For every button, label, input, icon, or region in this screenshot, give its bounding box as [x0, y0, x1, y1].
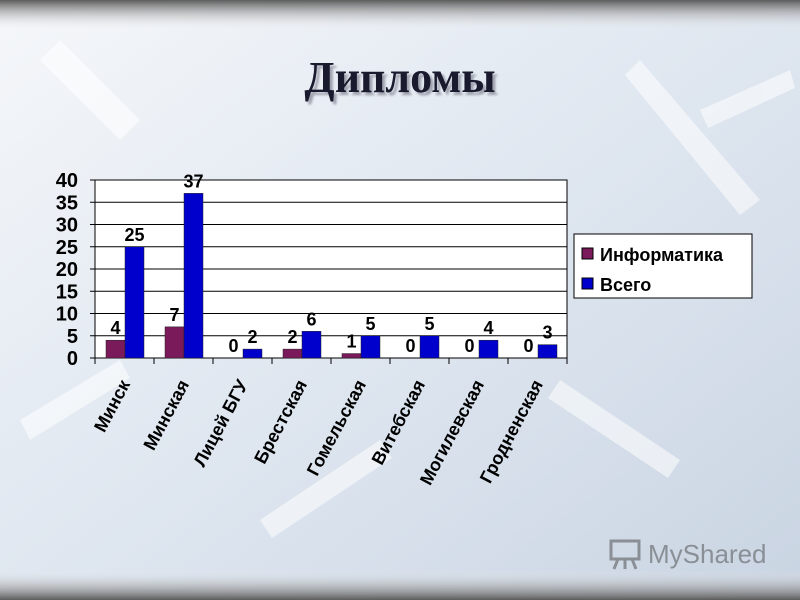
y-tick-label: 10 [56, 304, 78, 326]
data-label-informatika: 4 [110, 318, 120, 338]
y-tick-label: 5 [67, 326, 78, 348]
x-category-label: Гродненская [476, 376, 547, 486]
legend-box [573, 233, 753, 299]
x-category-label: Минская [139, 376, 193, 453]
data-label-informatika: 1 [346, 332, 356, 352]
bar-informatika-1 [164, 326, 185, 359]
x-category-label: Гомельская [303, 376, 370, 478]
y-tick-label: 30 [56, 215, 78, 237]
myshared-watermark: MyShared [608, 536, 767, 572]
legend-swatch-vsego [581, 277, 594, 290]
bar-informatika-3 [282, 348, 303, 359]
y-tick-label: 25 [56, 237, 78, 259]
x-category-label: Минск [90, 376, 134, 436]
x-category-label: Лицей БГУ [190, 376, 253, 470]
presentation-board-icon [609, 539, 641, 570]
bar-vsego-6 [478, 339, 499, 359]
data-label-informatika: 0 [228, 336, 238, 356]
slide-title: Дипломы [304, 53, 496, 102]
bar-vsego-0 [124, 246, 145, 359]
data-label-vsego: 4 [483, 318, 493, 338]
data-label-vsego: 2 [247, 327, 257, 347]
data-label-informatika: 0 [523, 336, 533, 356]
y-tick-label: 40 [56, 170, 78, 192]
data-label-vsego: 25 [124, 225, 144, 245]
bar-vsego-3 [301, 331, 322, 359]
bar-vsego-4 [360, 335, 381, 359]
bar-informatika-4 [341, 353, 362, 359]
data-label-vsego: 37 [183, 171, 203, 191]
bar-vsego-5 [419, 335, 440, 359]
bar-informatika-0 [105, 339, 126, 359]
legend-label-informatika: Информатика [600, 245, 724, 265]
legend: Информатика Всего [573, 233, 753, 299]
x-category-label: Брестская [250, 376, 311, 466]
data-label-informatika: 7 [169, 305, 179, 325]
y-tick-label: 0 [67, 348, 78, 370]
bar-vsego-2 [242, 348, 263, 359]
y-tick-label: 20 [56, 259, 78, 281]
data-label-vsego: 6 [306, 309, 316, 329]
watermark-text: MyShared [648, 538, 767, 569]
y-tick-label: 35 [56, 192, 78, 214]
data-label-vsego: 5 [424, 314, 434, 334]
bar-vsego-1 [183, 193, 204, 359]
gridlines [95, 201, 567, 337]
data-label-informatika: 2 [287, 327, 297, 347]
bar-series [105, 193, 558, 359]
x-category-label: Витебская [368, 376, 429, 468]
x-category-label: Могилевская [416, 376, 488, 488]
legend-swatch-informatika [581, 247, 594, 260]
data-label-informatika: 0 [464, 336, 474, 356]
data-label-vsego: 5 [365, 314, 375, 334]
y-tick-label: 15 [56, 281, 78, 303]
bar-vsego-7 [537, 344, 558, 359]
legend-label-vsego: Всего [600, 275, 651, 295]
data-label-vsego: 3 [542, 323, 552, 343]
data-label-informatika: 0 [405, 336, 415, 356]
